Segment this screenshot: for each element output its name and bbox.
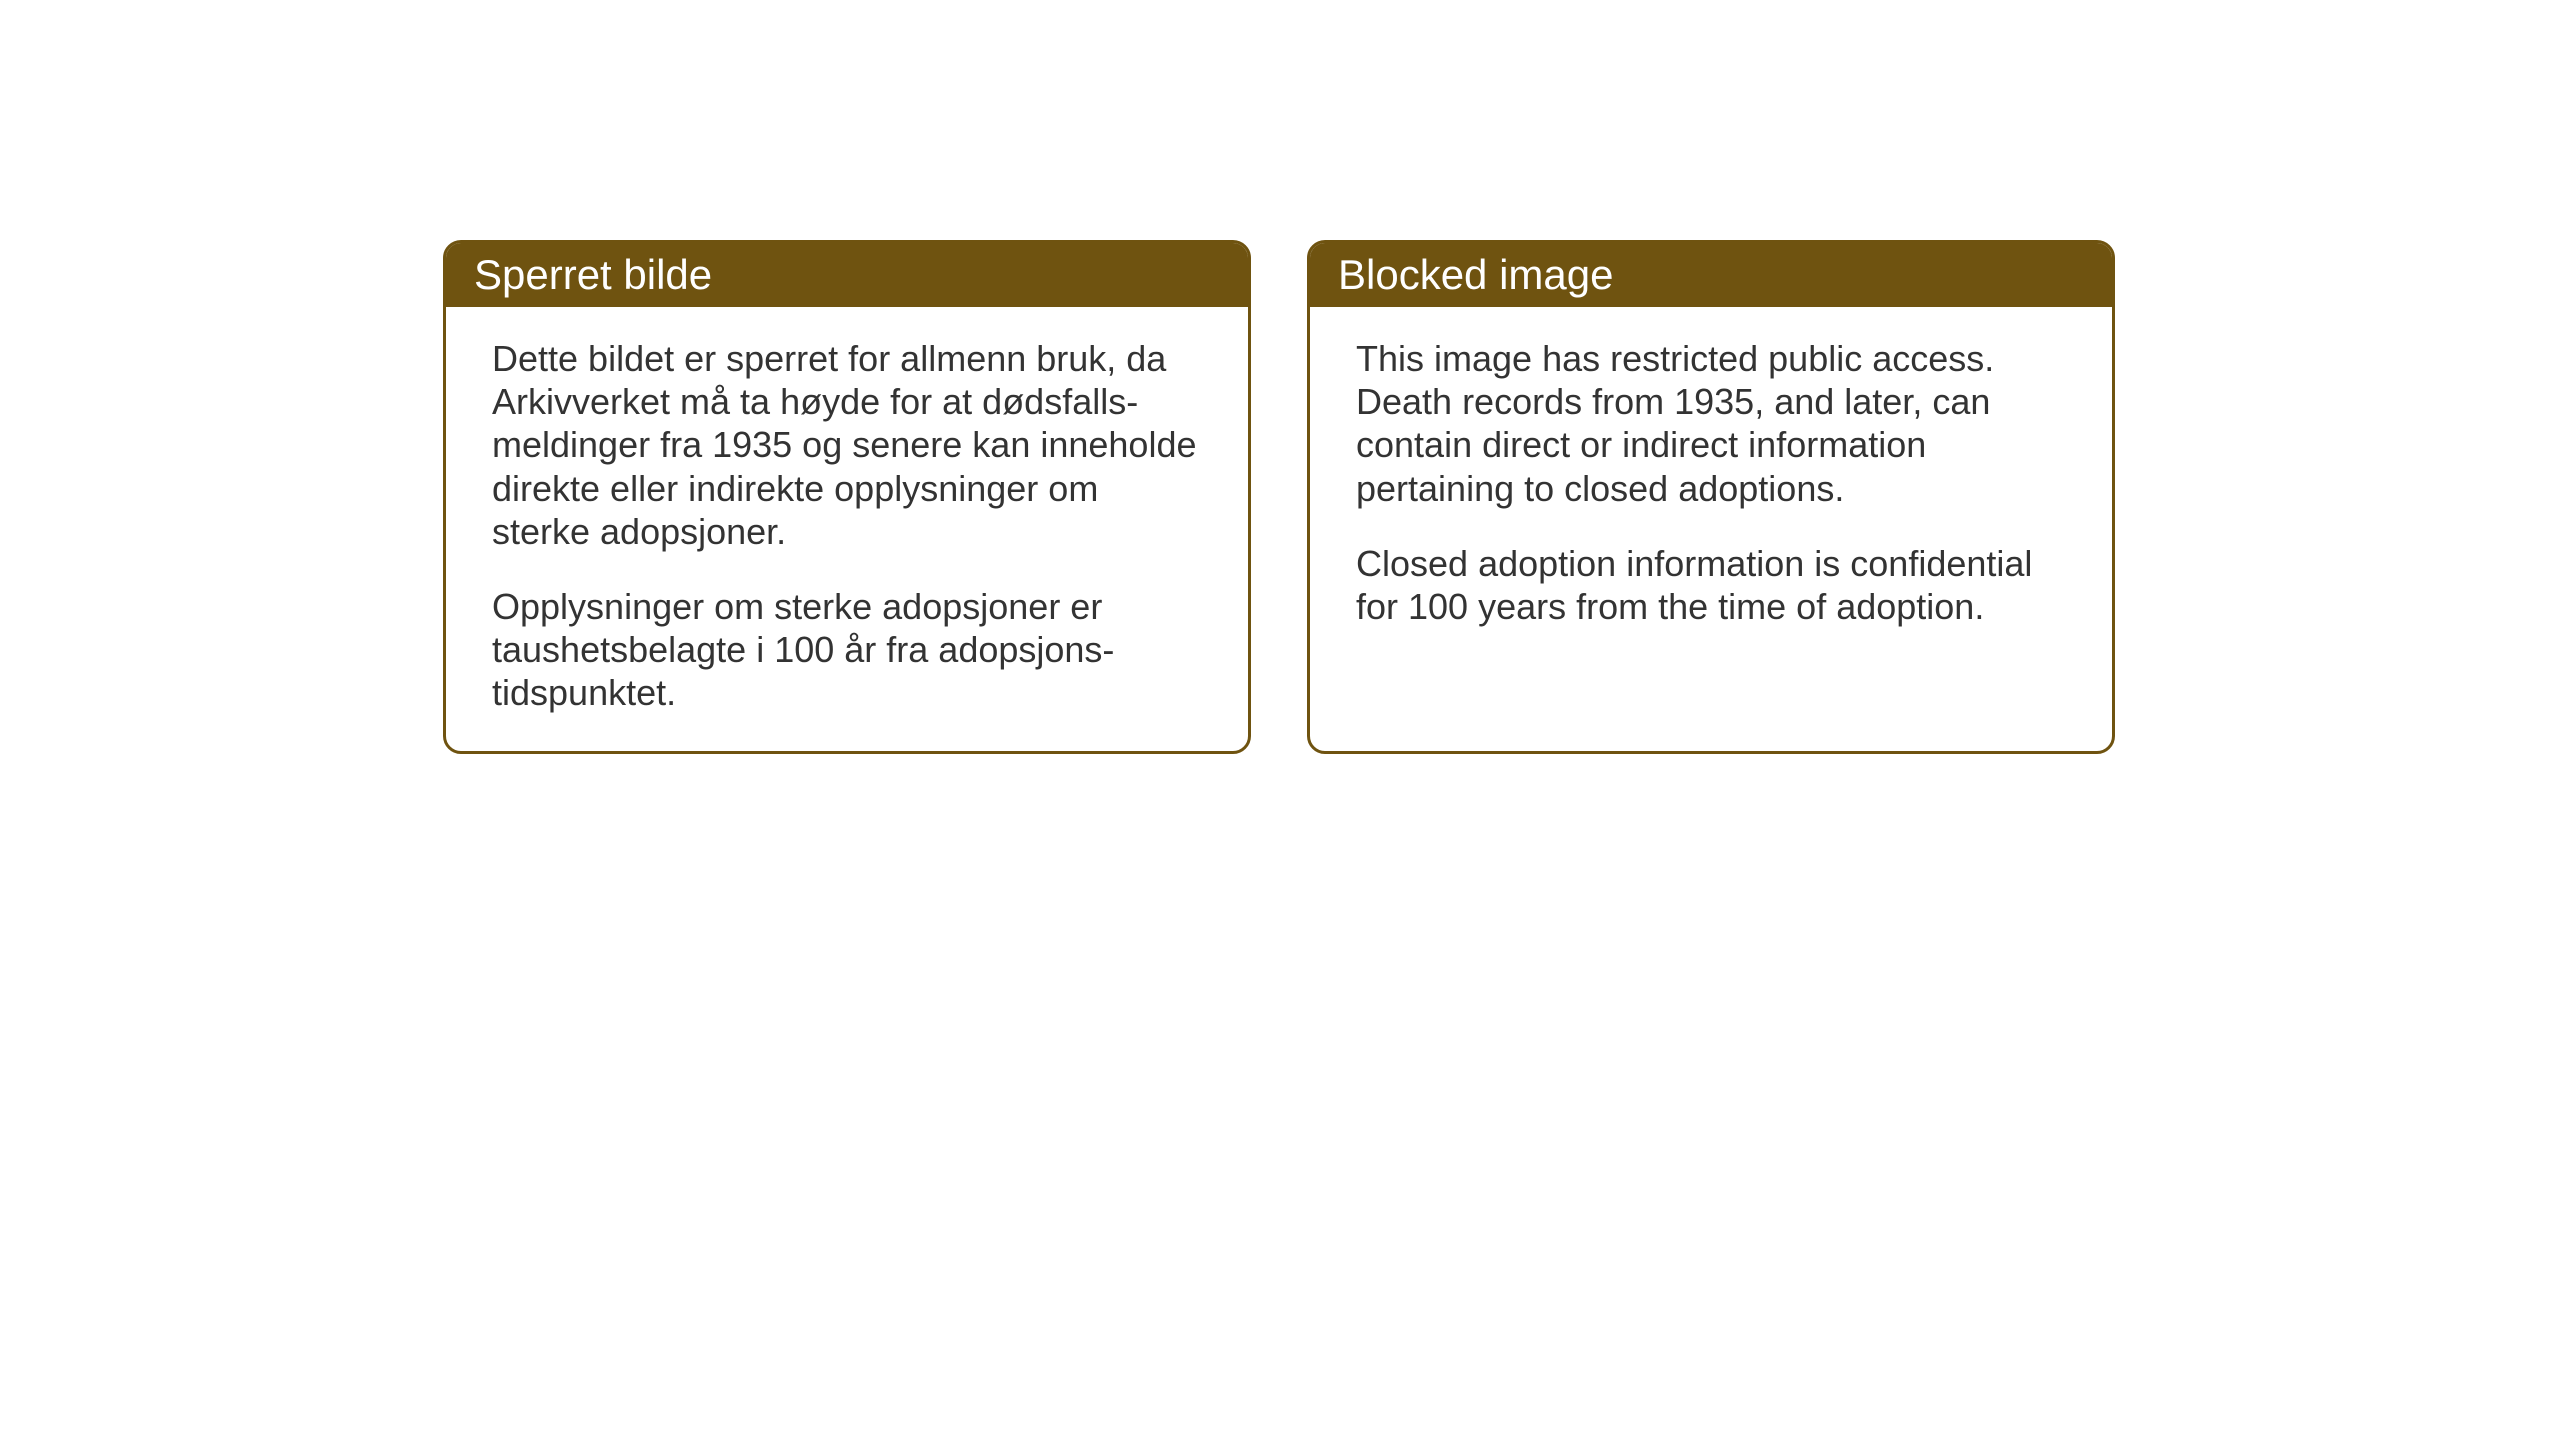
notice-container: Sperret bilde Dette bildet er sperret fo…	[443, 240, 2115, 754]
paragraph-2: Opplysninger om sterke adopsjoner er tau…	[492, 585, 1202, 715]
card-header-norwegian: Sperret bilde	[446, 243, 1248, 307]
card-title: Sperret bilde	[474, 251, 712, 298]
notice-card-norwegian: Sperret bilde Dette bildet er sperret fo…	[443, 240, 1251, 754]
paragraph-1: Dette bildet er sperret for allmenn bruk…	[492, 337, 1202, 553]
card-header-english: Blocked image	[1310, 243, 2112, 307]
notice-card-english: Blocked image This image has restricted …	[1307, 240, 2115, 754]
card-body-norwegian: Dette bildet er sperret for allmenn bruk…	[446, 307, 1248, 751]
paragraph-2: Closed adoption information is confident…	[1356, 542, 2066, 628]
card-body-english: This image has restricted public access.…	[1310, 307, 2112, 664]
card-title: Blocked image	[1338, 251, 1613, 298]
paragraph-1: This image has restricted public access.…	[1356, 337, 2066, 510]
